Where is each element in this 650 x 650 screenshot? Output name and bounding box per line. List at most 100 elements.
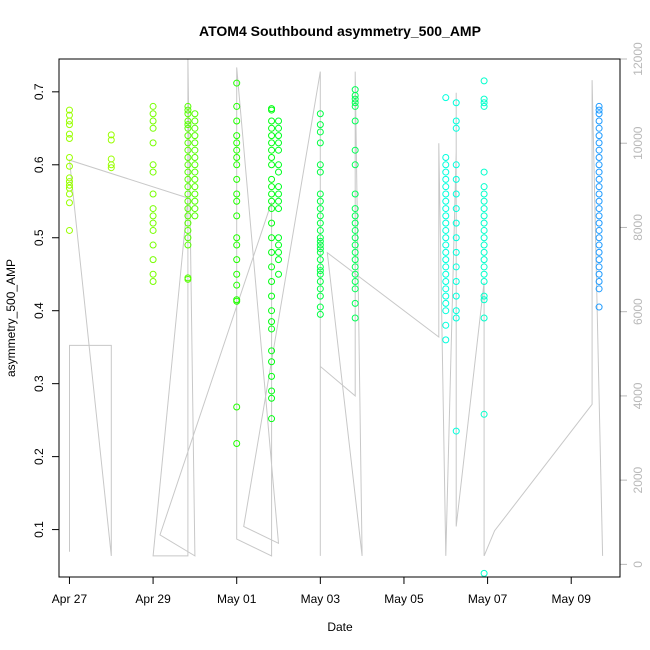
data-point <box>480 241 488 249</box>
data-point <box>268 161 276 169</box>
data-point <box>442 205 450 213</box>
data-point <box>442 263 450 271</box>
data-point <box>191 124 199 132</box>
data-point <box>351 226 359 234</box>
data-point <box>316 256 324 264</box>
data-point <box>149 139 157 147</box>
data-point <box>268 318 276 326</box>
data-point <box>65 135 73 143</box>
data-point <box>480 190 488 198</box>
data-point <box>191 146 199 154</box>
data-point <box>442 161 450 169</box>
data-point <box>149 102 157 110</box>
data-point <box>442 336 450 344</box>
data-point <box>442 292 450 300</box>
data-point <box>149 226 157 234</box>
data-point <box>480 248 488 256</box>
data-point <box>268 347 276 355</box>
data-point <box>191 161 199 169</box>
data-point <box>316 285 324 293</box>
data-point <box>191 110 199 118</box>
data-point <box>275 248 283 256</box>
data-point <box>595 102 603 110</box>
data-point <box>233 241 241 249</box>
plot-frame <box>58 58 621 578</box>
data-point <box>275 197 283 205</box>
data-point <box>442 321 450 329</box>
data-point <box>184 153 192 161</box>
data-point <box>107 131 115 139</box>
data-point <box>442 94 450 102</box>
data-point <box>480 314 488 322</box>
data-point <box>233 234 241 242</box>
data-point <box>107 164 115 172</box>
data-point <box>233 146 241 154</box>
x-tick-label: May 03 <box>301 592 341 606</box>
data-point <box>275 205 283 213</box>
data-point <box>595 263 603 271</box>
data-point <box>316 241 324 249</box>
data-point <box>595 248 603 256</box>
data-point <box>275 241 283 249</box>
data-point <box>595 132 603 140</box>
data-point <box>191 117 199 125</box>
data-point <box>65 190 73 198</box>
x-tick-label: May 07 <box>468 592 508 606</box>
data-point <box>184 197 192 205</box>
data-point <box>442 212 450 220</box>
data-point <box>316 197 324 205</box>
data-point <box>233 281 241 289</box>
data-point <box>233 197 241 205</box>
data-point <box>452 427 460 435</box>
right-y-tick-label: 4000 <box>631 382 645 409</box>
data-point <box>595 219 603 227</box>
x-tick-label: May 05 <box>384 592 424 606</box>
data-point <box>480 278 488 286</box>
y-tick-label: 0.6 <box>32 156 46 173</box>
data-point <box>351 102 359 110</box>
data-point <box>442 219 450 227</box>
data-point <box>149 256 157 264</box>
data-point <box>149 270 157 278</box>
data-point <box>233 190 241 198</box>
data-point <box>442 168 450 176</box>
data-point <box>595 278 603 286</box>
data-point <box>351 95 359 103</box>
data-point <box>268 124 276 132</box>
data-point <box>442 307 450 315</box>
data-point <box>442 270 450 278</box>
data-point <box>191 132 199 140</box>
data-point <box>316 212 324 220</box>
data-point <box>595 205 603 213</box>
data-point <box>275 234 283 242</box>
data-point <box>480 197 488 205</box>
data-point <box>65 226 73 234</box>
data-point <box>268 205 276 213</box>
data-point <box>184 102 192 110</box>
data-point <box>149 241 157 249</box>
data-point <box>233 175 241 183</box>
data-point <box>351 285 359 293</box>
data-point <box>268 117 276 125</box>
data-point <box>191 197 199 205</box>
data-point <box>268 106 276 114</box>
data-point <box>442 234 450 242</box>
data-point <box>275 270 283 278</box>
data-point <box>316 303 324 311</box>
data-point <box>107 136 115 144</box>
data-point <box>149 117 157 125</box>
data-point <box>452 263 460 271</box>
data-point <box>351 91 359 99</box>
data-point <box>316 205 324 213</box>
data-point <box>351 205 359 213</box>
data-point <box>351 256 359 264</box>
data-point <box>275 190 283 198</box>
data-point <box>316 121 324 129</box>
data-point <box>184 219 192 227</box>
data-point <box>452 161 460 169</box>
x-axis-label: Date <box>327 620 353 634</box>
data-point <box>351 146 359 154</box>
secondary-line <box>68 58 604 557</box>
data-point <box>268 190 276 198</box>
data-point <box>268 153 276 161</box>
